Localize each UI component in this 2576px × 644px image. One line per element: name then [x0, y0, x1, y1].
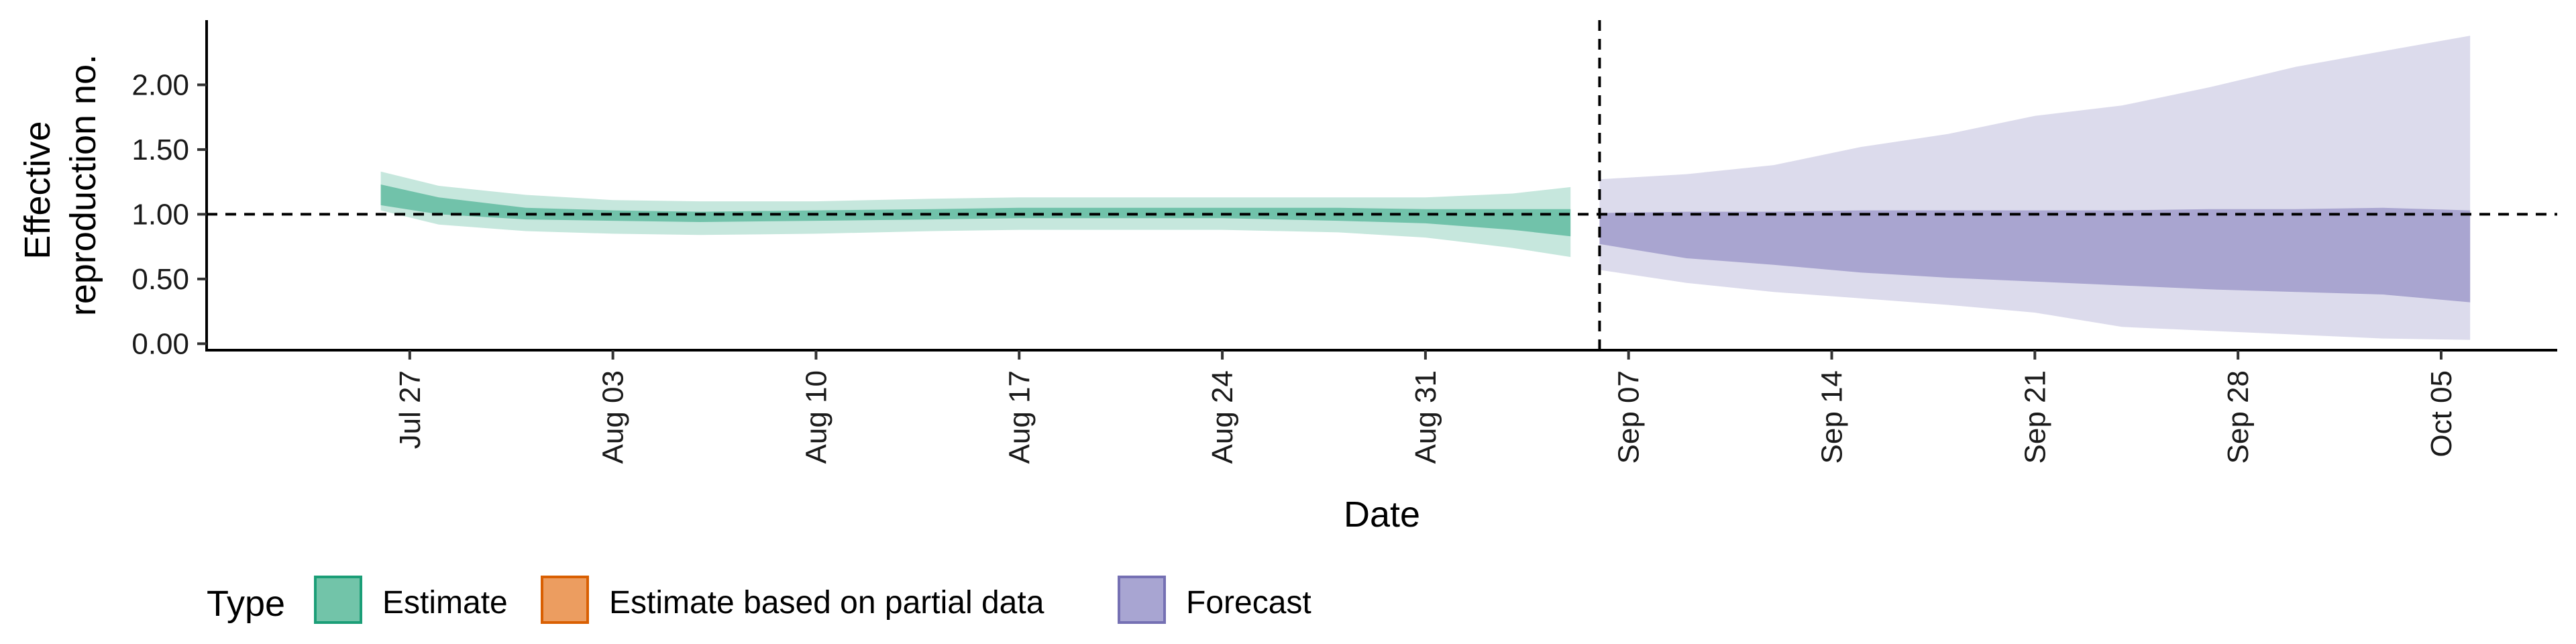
x-axis-title: Date	[1344, 494, 1420, 535]
forecast-outer-band	[1599, 36, 2471, 340]
x-tick-label: Aug 31	[1409, 370, 1442, 464]
legend-label-estimate-based-on-partial-data: Estimate based on partial data	[609, 585, 1044, 621]
y-tick-label: 1.00	[131, 198, 189, 231]
y-tick-label: 2.00	[131, 68, 189, 101]
legend-title: Type	[207, 584, 285, 624]
legend: Type Estimate Estimate based on partial d…	[207, 576, 1311, 624]
y-axis-ticks: 0.00 0.50 1.00 1.50 2.00	[131, 68, 207, 360]
y-tick-label: 0.50	[131, 263, 189, 296]
y-axis-title: Effective reproduction no.	[17, 54, 103, 316]
legend-key-estimate-based-on-partial-data	[541, 576, 589, 624]
ribbon-layer	[380, 36, 2471, 340]
x-tick-label: Sep 21	[2019, 370, 2051, 464]
x-tick-label: Aug 24	[1206, 370, 1239, 464]
x-tick-label: Oct 05	[2425, 370, 2458, 458]
legend-label-forecast: Forecast	[1186, 585, 1311, 621]
x-axis-ticks: Jul 27 Aug 03 Aug 10 Aug 17 Aug 24 Aug 31 Sep …	[394, 350, 2458, 464]
x-tick-label: Sep 28	[2222, 370, 2255, 464]
x-tick-label: Jul 27	[394, 370, 427, 449]
forecast-inner-band	[1599, 207, 2471, 303]
y-tick-label: 1.50	[131, 133, 189, 166]
x-tick-label: Aug 17	[1003, 370, 1036, 464]
x-tick-label: Sep 14	[1816, 370, 1849, 464]
axes	[205, 20, 2557, 352]
estimate-inner-band	[380, 184, 1571, 237]
x-tick-label: Aug 10	[800, 370, 833, 464]
legend-key-forecast	[1118, 576, 1166, 624]
x-tick-label: Aug 03	[597, 370, 630, 464]
legend-key-estimate	[314, 576, 362, 624]
x-tick-label: Sep 07	[1613, 370, 1646, 464]
y-axis-title-line-2: reproduction no.	[63, 54, 103, 316]
y-axis-title-line-1: Effective	[17, 121, 58, 259]
legend-label-estimate: Estimate	[382, 585, 508, 621]
y-tick-label: 0.00	[131, 327, 189, 360]
reference-lines	[207, 20, 2557, 350]
